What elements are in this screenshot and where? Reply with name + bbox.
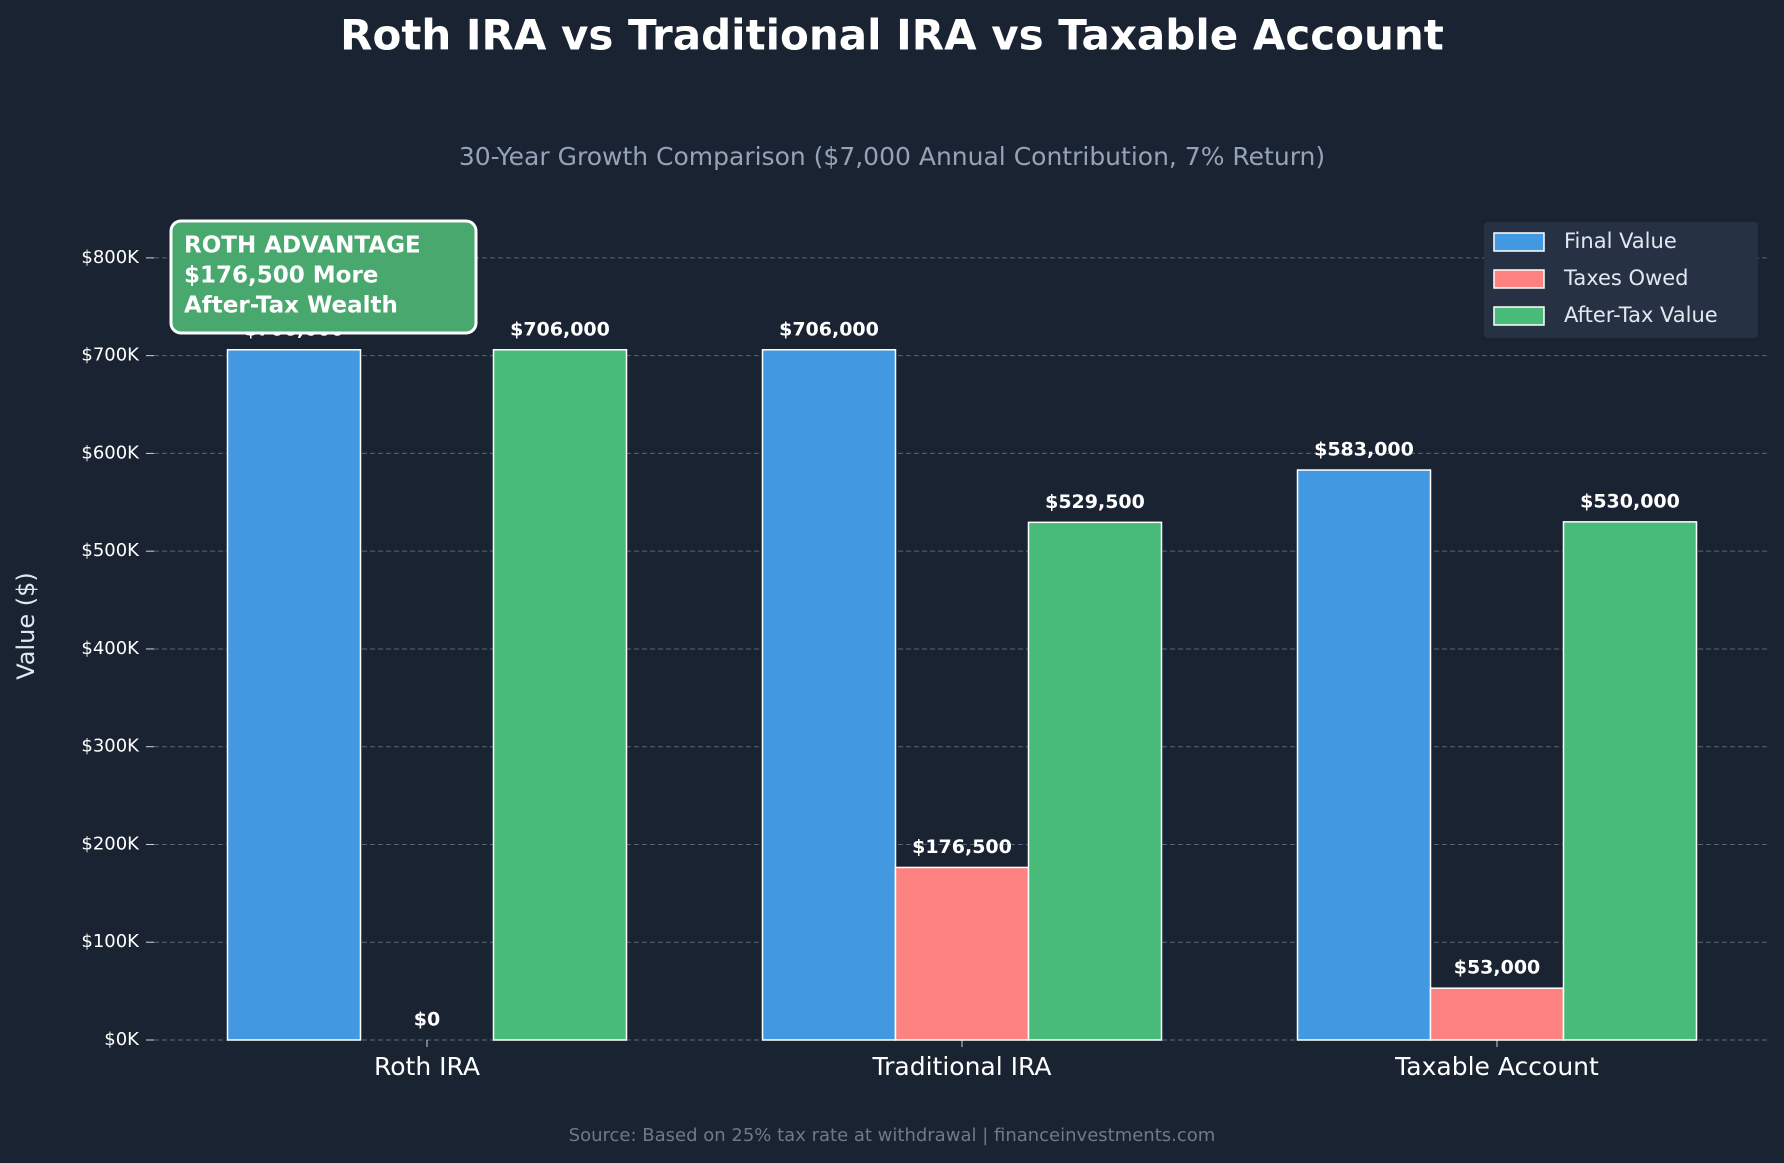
value-label: $530,000 xyxy=(1580,490,1680,512)
bar xyxy=(1027,521,1163,1041)
bar xyxy=(226,349,362,1041)
legend-label: Final Value xyxy=(1564,229,1677,253)
y-tick-label: $800K xyxy=(81,247,140,268)
bar xyxy=(1429,987,1565,1041)
chart-title: Roth IRA vs Traditional IRA vs Taxable A… xyxy=(340,11,1444,60)
value-label: $706,000 xyxy=(510,318,610,340)
y-axis-label: Value ($) xyxy=(12,572,40,680)
value-label: $0 xyxy=(414,1009,440,1031)
value-label: $176,500 xyxy=(912,836,1012,858)
y-tick-label: $100K xyxy=(81,931,140,952)
y-tick-label: $600K xyxy=(81,442,140,463)
annotation-text: After-Tax Wealth xyxy=(184,293,398,319)
legend-box xyxy=(1484,222,1758,338)
source-note: Source: Based on 25% tax rate at withdra… xyxy=(569,1125,1216,1146)
y-tick-label: $400K xyxy=(81,638,140,659)
chart-subtitle: 30-Year Growth Comparison ($7,000 Annual… xyxy=(459,142,1325,171)
y-tick-label: $300K xyxy=(81,736,140,757)
legend-swatch xyxy=(1493,232,1545,252)
value-label: $583,000 xyxy=(1314,439,1414,461)
legend-label: Taxes Owed xyxy=(1563,266,1689,290)
annotation-text: $176,500 More xyxy=(184,263,378,289)
legend-label: After-Tax Value xyxy=(1564,303,1718,327)
bar xyxy=(761,349,897,1041)
bar xyxy=(492,349,628,1041)
value-label: $706,000 xyxy=(779,318,879,340)
value-label: $529,500 xyxy=(1045,491,1145,513)
y-tick-label: $700K xyxy=(81,345,140,366)
y-tick-label: $200K xyxy=(81,833,140,854)
x-tick-label: Taxable Account xyxy=(1394,1052,1599,1081)
annotation-text: ROTH ADVANTAGE xyxy=(184,233,421,259)
bar xyxy=(894,866,1030,1041)
annotation-box xyxy=(169,219,478,335)
legend-swatch xyxy=(1493,306,1545,326)
x-tick-label: Traditional IRA xyxy=(872,1052,1052,1081)
x-tick-label: Roth IRA xyxy=(374,1052,480,1081)
y-tick-label: $0K xyxy=(104,1029,140,1050)
bar xyxy=(1296,469,1432,1041)
value-label: $53,000 xyxy=(1454,957,1541,979)
bar xyxy=(1562,521,1698,1041)
y-tick-label: $500K xyxy=(81,540,140,561)
legend-swatch xyxy=(1493,269,1545,289)
